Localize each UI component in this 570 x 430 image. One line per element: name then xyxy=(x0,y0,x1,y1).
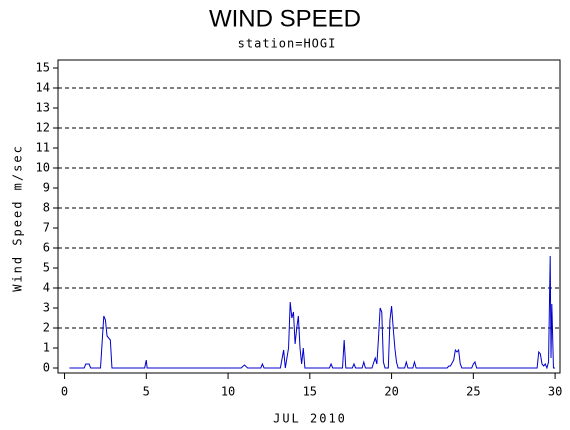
y-tick-label: 15 xyxy=(36,61,50,75)
y-tick-label: 0 xyxy=(43,361,50,375)
y-tick-label: 2 xyxy=(43,321,50,335)
y-tick-label: 9 xyxy=(43,181,50,195)
y-tick-label: 12 xyxy=(36,121,50,135)
x-tick-label: 0 xyxy=(61,385,68,399)
y-tick-label: 13 xyxy=(36,101,50,115)
x-tick-label: 30 xyxy=(548,385,562,399)
chart-subtitle: station=HOGI xyxy=(238,37,337,51)
x-tick-label: 15 xyxy=(303,385,317,399)
y-tick-label: 10 xyxy=(36,161,50,175)
y-tick-label: 5 xyxy=(43,261,50,275)
y-tick-label: 1 xyxy=(43,341,50,355)
y-axis-label: Wind Speed m/sec xyxy=(11,144,25,292)
y-tick-label: 14 xyxy=(36,81,50,95)
y-tick-label: 3 xyxy=(43,301,50,315)
x-tick-label: 25 xyxy=(466,385,480,399)
y-tick-label: 4 xyxy=(43,281,50,295)
chart-title: WIND SPEED xyxy=(209,5,361,32)
y-tick-label: 7 xyxy=(43,221,50,235)
x-tick-label: 5 xyxy=(143,385,150,399)
x-tick-label: 10 xyxy=(221,385,235,399)
x-axis-label: JUL 2010 xyxy=(273,412,347,426)
y-tick-label: 8 xyxy=(43,201,50,215)
y-tick-label: 11 xyxy=(36,141,50,155)
plot-frame xyxy=(57,59,561,374)
data-line xyxy=(69,255,556,370)
y-tick-label: 6 xyxy=(43,241,50,255)
x-tick-label: 20 xyxy=(384,385,398,399)
